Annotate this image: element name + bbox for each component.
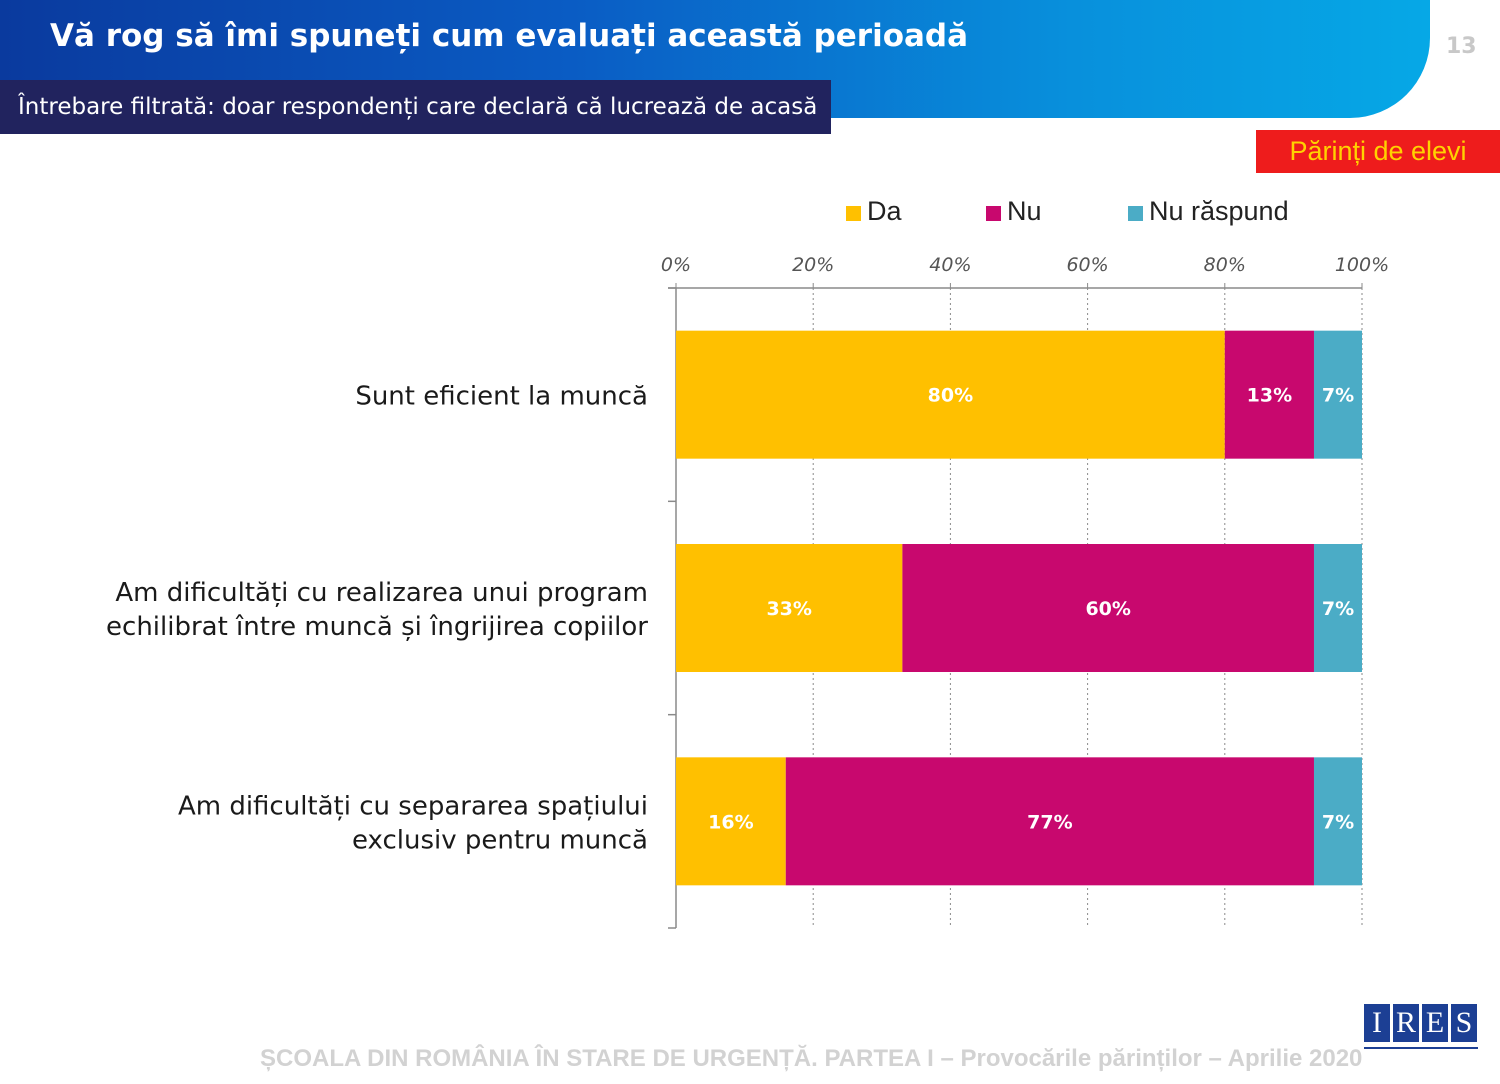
- bar-segment: [676, 544, 903, 672]
- data-label: 33%: [766, 598, 811, 620]
- logo-letter-r: R: [1393, 1004, 1419, 1042]
- page-title: Vă rog să îmi spuneți cum evaluați aceas…: [50, 18, 969, 54]
- x-tick-label: 60%: [1066, 254, 1108, 276]
- data-label: 16%: [708, 811, 753, 833]
- footer-text: ȘCOALA DIN ROMÂNIA ÎN STARE DE URGENȚĂ. …: [260, 1045, 1363, 1072]
- category-label-line: Am dificultăți cu realizarea unui progra…: [115, 578, 648, 608]
- x-tick-label: 20%: [792, 254, 834, 276]
- category-label: Am dificultăți cu separarea spațiului exc…: [178, 791, 648, 855]
- legend-swatch-da: [846, 206, 861, 221]
- segment-badge: Părinți de elevi: [1256, 130, 1500, 173]
- category-label: Am dificultăți cu realizarea unui progra…: [106, 578, 648, 642]
- logo-letter-s: S: [1451, 1004, 1477, 1042]
- bar-segment: [902, 544, 1314, 672]
- x-tick-label: 100%: [1335, 254, 1389, 276]
- data-label: 7%: [1322, 811, 1354, 833]
- logo-rule: [1364, 1047, 1478, 1049]
- legend-label-da: Da: [867, 196, 902, 226]
- legend-swatch-nu: [986, 206, 1001, 221]
- page-number: 13: [1446, 34, 1477, 59]
- data-label: 7%: [1322, 385, 1354, 407]
- ires-logo: I R E S: [1362, 1004, 1480, 1056]
- bar-segment: [1313, 330, 1362, 459]
- category-label-line: exclusiv pentru muncă: [352, 825, 648, 855]
- bar-segment: [1313, 757, 1362, 886]
- bar-segment: [1313, 544, 1362, 672]
- logo-letter-i: I: [1364, 1004, 1390, 1042]
- category-label: Sunt eficient la muncă: [355, 382, 648, 412]
- category-label-line: Sunt eficient la muncă: [355, 382, 648, 412]
- data-label: 60%: [1085, 598, 1130, 620]
- filter-note: Întrebare filtrată: doar respondenți car…: [0, 80, 831, 134]
- bar-segment: [676, 330, 1225, 459]
- bar-segment: [1224, 330, 1314, 459]
- data-label: 80%: [928, 385, 973, 407]
- data-label: 7%: [1322, 598, 1354, 620]
- x-tick-label: 40%: [929, 254, 971, 276]
- x-tick-label: 0%: [661, 254, 691, 276]
- logo-letter-e: E: [1422, 1004, 1448, 1042]
- x-tick-label: 80%: [1204, 254, 1246, 276]
- data-label: 77%: [1027, 811, 1072, 833]
- data-label: 13%: [1247, 385, 1292, 407]
- legend-swatch-nu-raspund: [1128, 206, 1143, 221]
- category-label-line: Am dificultăți cu separarea spațiului: [178, 791, 648, 821]
- legend-label-nu: Nu: [1007, 196, 1042, 226]
- bar-segment: [785, 757, 1314, 886]
- bar-segment: [676, 757, 786, 886]
- category-label-line: echilibrat între muncă și îngrijirea cop…: [106, 612, 648, 642]
- legend-label-nu-raspund: Nu răspund: [1149, 196, 1289, 226]
